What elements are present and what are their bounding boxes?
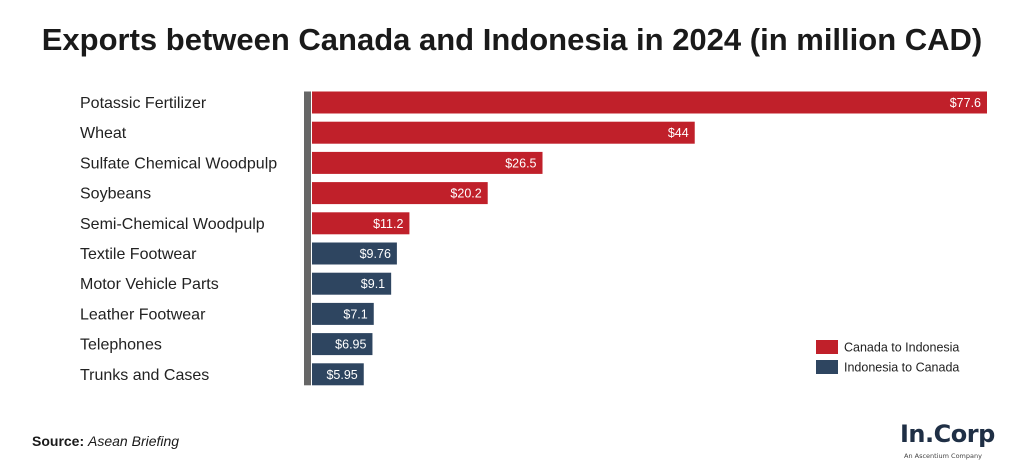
bar: [312, 272, 392, 295]
category-label: Sulfate Chemical Woodpulp: [80, 155, 277, 172]
value-labels: $77.6 $44 $26.5 $20.2 $11.2 $9.76 $9.1 $7.1 $6.9…: [326, 96, 981, 382]
bar: [312, 363, 364, 386]
data-label: $7.1: [343, 307, 367, 321]
data-label: $44: [668, 126, 689, 140]
category-label: Leather Footwear: [80, 306, 206, 323]
category-label: Trunks and Cases: [80, 367, 209, 384]
logo-text: In.Corp: [900, 420, 995, 448]
bar: [312, 151, 543, 174]
source-label: Source:: [32, 433, 85, 449]
source-value: Asean Briefing: [88, 433, 180, 449]
category-label: Telephones: [80, 337, 162, 354]
bar: [312, 302, 374, 325]
bar-chart: Potassic Fertilizer Wheat Sulfate Chemical…: [80, 91, 987, 386]
incorp-logo: In.Corp An Ascentium Company: [900, 420, 1010, 464]
legend-label: Canada to Indonesia: [844, 341, 959, 355]
category-label: Textile Footwear: [80, 246, 197, 263]
chart-title: Exports between Canada and Indonesia in …: [41, 22, 983, 57]
category-label: Motor Vehicle Parts: [80, 276, 219, 293]
source-note: Source: Asean Briefing: [32, 433, 179, 449]
logo-tagline: An Ascentium Company: [904, 452, 982, 460]
data-label: $20.2: [450, 187, 481, 201]
legend-label: Indonesia to Canada: [844, 361, 959, 375]
bar: [312, 242, 397, 265]
bar: [312, 121, 695, 144]
bar: [312, 91, 987, 114]
category-label: Soybeans: [80, 186, 151, 203]
y-axis-line: [304, 91, 311, 386]
data-label: $6.95: [335, 338, 366, 352]
category-label: Potassic Fertilizer: [80, 95, 207, 112]
legend: Canada to Indonesia Indonesia to Canada: [816, 340, 959, 375]
bar: [312, 182, 488, 205]
data-label: $11.2: [373, 217, 403, 231]
legend-swatch: [816, 360, 838, 374]
bar: [312, 212, 410, 235]
data-label: $9.1: [361, 277, 385, 291]
category-label: Wheat: [80, 125, 127, 142]
category-label: Semi-Chemical Woodpulp: [80, 216, 265, 233]
bars: [312, 91, 987, 386]
data-label: $5.95: [326, 368, 357, 382]
legend-swatch: [816, 340, 838, 354]
data-label: $9.76: [360, 247, 391, 261]
bar: [312, 333, 373, 356]
data-label: $26.5: [505, 156, 536, 170]
category-labels: Potassic Fertilizer Wheat Sulfate Chemical…: [80, 95, 277, 384]
data-label: $77.6: [950, 96, 981, 110]
